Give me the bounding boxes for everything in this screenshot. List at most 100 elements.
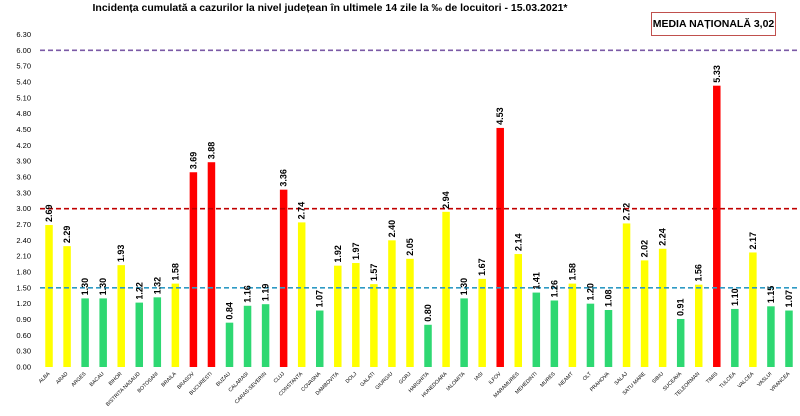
bar	[694, 284, 703, 367]
y-tick-label: 4.80	[16, 109, 31, 118]
x-tick-label: VASLUI	[756, 371, 773, 388]
data-label: 0.80	[423, 304, 433, 322]
data-label: 1.20	[585, 283, 595, 301]
bar	[785, 310, 793, 367]
bar	[153, 297, 162, 367]
x-tick-label: VALCEA	[737, 371, 756, 390]
data-label: 1.92	[333, 245, 343, 263]
bar	[749, 252, 757, 367]
bar	[207, 162, 216, 367]
data-label: 1.57	[369, 264, 379, 282]
data-label: 1.58	[567, 263, 577, 281]
bar	[225, 322, 234, 367]
data-label: 1.30	[459, 278, 469, 296]
bar	[297, 222, 306, 367]
bar	[767, 306, 775, 367]
bar	[63, 246, 71, 367]
x-tick-label: BUZAU	[215, 371, 232, 388]
x-tick-label: ALBA	[38, 371, 52, 385]
bar	[676, 318, 685, 367]
y-tick-label: 0.60	[16, 331, 31, 340]
x-tick-label: BIHOR	[108, 371, 124, 387]
bar	[81, 298, 89, 367]
bar	[388, 240, 396, 367]
x-tick-label: ARAD	[55, 371, 70, 386]
x-tick-label: NEAMT	[558, 371, 576, 389]
data-label: 0.84	[225, 302, 235, 320]
y-tick-label: 5.40	[16, 78, 31, 87]
y-tick-label: 5.10	[16, 93, 31, 102]
data-label: 4.53	[495, 107, 505, 125]
bar	[731, 308, 739, 367]
bar	[279, 189, 288, 367]
bar	[496, 127, 504, 367]
x-tick-label: CLUJ	[273, 371, 287, 385]
bar	[550, 300, 559, 367]
x-tick-label: SALAJ	[614, 371, 630, 387]
data-label: 1.26	[549, 280, 559, 298]
bar	[514, 254, 523, 367]
data-label: 1.58	[170, 263, 180, 281]
x-tick-label: IASI	[473, 371, 484, 382]
y-tick-label: 1.50	[16, 283, 31, 292]
bar	[171, 283, 180, 367]
bar	[604, 310, 613, 367]
data-label: 2.02	[640, 240, 650, 258]
bar	[261, 304, 270, 367]
data-label: 2.72	[622, 203, 632, 221]
x-tick-label: BRAILA	[160, 371, 178, 389]
y-tick-label: 2.40	[16, 236, 31, 245]
y-tick-label: 6.30	[16, 30, 31, 39]
bar	[370, 284, 378, 367]
x-tick-label: CARAS-SEVERIN	[234, 371, 268, 405]
data-label: 2.29	[62, 226, 72, 244]
x-tick-label: ARGES	[70, 371, 87, 388]
data-label: 2.24	[658, 228, 668, 246]
x-tick-label: GIURGIU	[374, 371, 394, 391]
national-average-box: MEDIA NAȚIONALĂ 3,02	[651, 12, 776, 36]
bar	[586, 303, 595, 367]
bar	[713, 85, 721, 367]
data-label: 1.10	[730, 288, 740, 306]
y-tick-label: 3.60	[16, 173, 31, 182]
x-tick-label: ILFOV	[488, 371, 503, 386]
y-tick-label: 0.90	[16, 315, 31, 324]
bar	[315, 310, 324, 367]
y-tick-label: 5.70	[16, 62, 31, 71]
bar	[424, 324, 432, 367]
y-tick-label: 3.00	[16, 204, 31, 213]
data-label: 2.05	[405, 238, 415, 256]
y-tick-label: 2.10	[16, 252, 31, 261]
data-label: 2.74	[297, 202, 307, 220]
x-tick-label: MURES	[539, 371, 557, 389]
data-label: 5.33	[712, 65, 722, 83]
y-tick-label: 1.80	[16, 268, 31, 277]
data-label: 1.30	[98, 278, 108, 296]
y-tick-label: 0.00	[16, 363, 31, 372]
bar	[135, 302, 144, 367]
bar	[99, 298, 107, 367]
bar	[243, 305, 252, 367]
bar	[640, 260, 649, 367]
chart-title: Incidența cumulată a cazurilor la nivel …	[92, 2, 568, 14]
data-label: 2.14	[513, 234, 523, 252]
data-label: 1.30	[80, 278, 90, 296]
bar	[478, 278, 486, 367]
x-tick-label: BACAU	[89, 371, 106, 388]
bar	[406, 258, 414, 367]
y-tick-label: 4.50	[16, 125, 31, 134]
data-label: 3.88	[206, 142, 216, 160]
data-label: 1.07	[315, 290, 325, 308]
x-tick-label: GALATI	[359, 371, 376, 388]
bar	[334, 265, 342, 367]
data-label: 0.91	[676, 298, 686, 316]
y-tick-label: 2.70	[16, 220, 31, 229]
bar	[45, 225, 53, 367]
x-tick-label: SIBIU	[651, 371, 665, 385]
data-label: 3.36	[279, 169, 289, 187]
bar	[568, 283, 577, 367]
data-label: 2.69	[44, 204, 54, 222]
y-tick-label: 0.30	[16, 347, 31, 356]
data-label: 1.16	[243, 285, 253, 303]
bar	[532, 292, 541, 367]
